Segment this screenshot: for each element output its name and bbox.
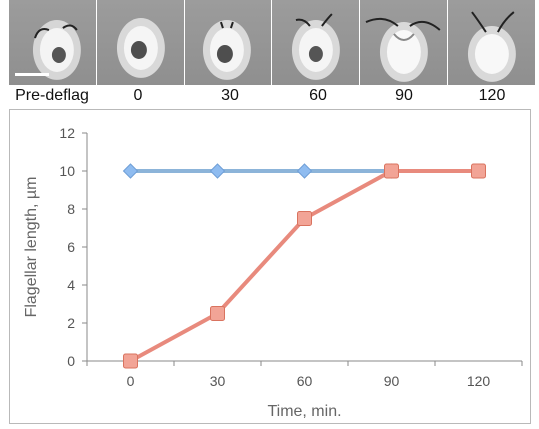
y-tick-label: 10	[59, 163, 75, 179]
x-tick-label: 90	[384, 373, 400, 389]
strip-label-30: 30	[221, 87, 239, 104]
x-tick-label: 120	[467, 373, 491, 389]
cell-0-image	[116, 18, 165, 78]
y-tick-label: 8	[67, 201, 75, 217]
strip-label-120: 120	[478, 87, 506, 104]
cell-pre-deflag-image	[32, 20, 81, 80]
y-tick-label: 4	[67, 277, 75, 293]
cell-image-60	[272, 0, 360, 85]
cell-image-30	[184, 0, 272, 85]
series-1-point	[209, 163, 226, 179]
series-2-point	[384, 163, 399, 179]
series-1-point	[122, 163, 139, 179]
cell-30-image	[202, 20, 251, 80]
x-tick-label: 30	[210, 373, 226, 389]
scale-bar	[15, 73, 49, 76]
series-1-point	[296, 163, 313, 179]
image-time-labels: Pre-deflag 0 30 60 90 120	[0, 85, 539, 109]
series-2-line	[129, 169, 479, 363]
series-2-point	[471, 163, 486, 179]
cell-90-image	[365, 17, 441, 82]
strip-label-pre-deflag: Pre-deflag	[15, 87, 89, 104]
strip-label-0: 0	[133, 87, 143, 104]
y-axis-title: Flagellar length, µm	[23, 177, 40, 318]
y-tick-label: 6	[67, 239, 75, 255]
series-2-point	[210, 306, 225, 321]
cell-60-image	[292, 13, 341, 80]
cell-image-strip	[9, 0, 535, 85]
strip-label-90: 90	[395, 87, 413, 104]
series-2-point	[123, 353, 138, 369]
y-tick-label: 0	[67, 353, 75, 369]
cell-image-0	[96, 0, 184, 85]
x-tick-label: 60	[297, 373, 313, 389]
cell-image-90	[360, 0, 448, 85]
chart-frame: 0 2 4 6 8 10 12 0 30 60 90 120 Time, min. Flagellar l…	[9, 109, 531, 424]
x-tick-label: 0	[127, 373, 135, 389]
cell-120-image	[468, 11, 517, 82]
y-tick-label: 2	[67, 315, 75, 331]
cell-image-pre-deflag	[9, 0, 96, 85]
cell-image-120	[448, 0, 535, 85]
x-axis-title: Time, min.	[267, 403, 341, 420]
strip-label-60: 60	[309, 87, 327, 104]
y-tick-label: 12	[59, 125, 75, 141]
series-2-point	[297, 211, 312, 226]
